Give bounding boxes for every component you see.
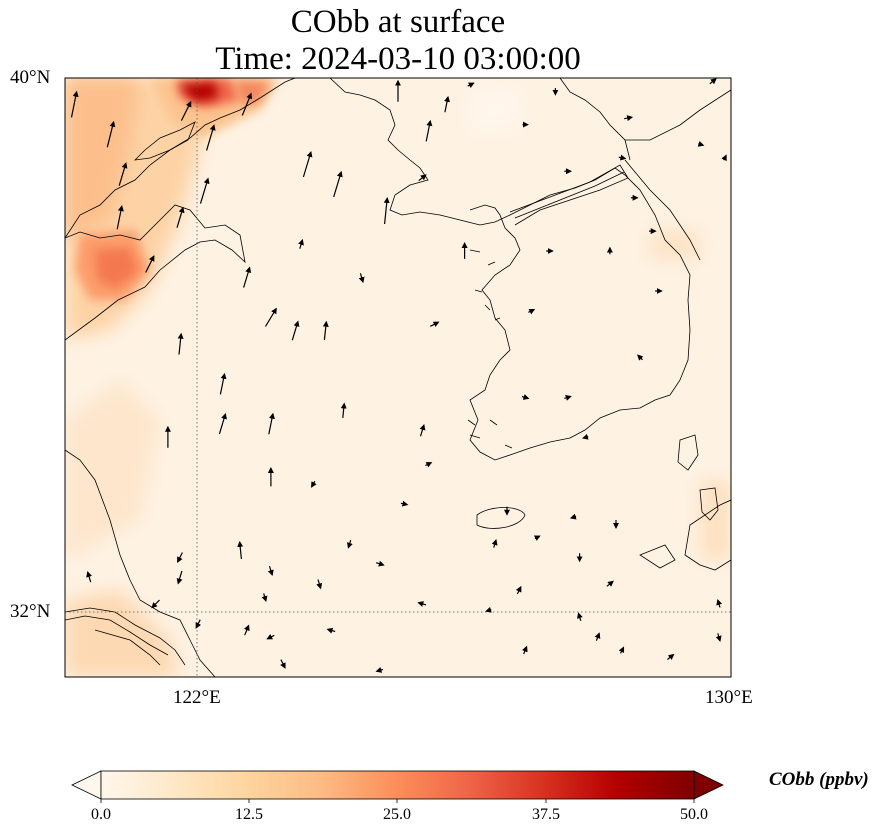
wind-vector-arrow [243,266,252,288]
wind-vector-arrow [176,570,183,585]
wind-vector-arrow [310,480,317,488]
wind-vector-arrow [417,601,427,607]
wind-vector-arrow [241,92,252,116]
map-title-line2: Time: 2024-03-10 03:00:00 [215,41,581,77]
wind-vector-arrow [715,633,722,642]
colorbar-under-extend [71,770,102,800]
lon-tick-122e: 122°E [173,687,221,708]
wind-vector-arrow [721,154,727,162]
wind-vector-arrow [533,535,541,541]
wind-vector-arrow [237,540,244,560]
coastlines [65,78,731,677]
wind-vector-arrow [485,606,492,613]
wind-vector-arrow [177,552,183,563]
wind-vector-arrow [582,433,589,440]
colorbar [71,770,724,803]
colorbar-ticks [100,799,695,803]
wind-vector-arrow [86,571,92,583]
colorbar-gradient [101,771,694,799]
wind-vector-arrow [291,320,300,341]
wind-vector-arrow [716,598,723,608]
wind-vector-arrow [358,273,365,284]
wind-vector-arrow [70,90,79,118]
map-title-line1: CObb at surface [290,4,506,40]
wind-vector-arrow [316,579,323,590]
wind-vector-arrow [624,115,634,122]
wind-vector-arrow [430,321,440,328]
wind-vector-arrow [521,394,530,400]
wind-vector-arrow [569,513,577,520]
wind-vector-arrow [326,627,336,634]
wind-vector-arrow [383,197,390,225]
colorbar-tick-50: 50.0 [680,806,708,823]
wind-vector-arrow [419,423,426,437]
wind-vector-arrow [418,174,427,182]
wind-vector-arrow [594,632,601,641]
wind-vector-arrow [637,354,644,361]
wind-vector-arrow [491,539,498,548]
wind-vector-arrow [467,82,475,89]
wind-vector-arrow [606,580,614,587]
wind-vector-arrow [302,150,313,178]
wind-vector-arrow [268,412,275,435]
wind-vector-arrow [425,462,433,468]
wind-vector-arrow [116,205,124,230]
colorbar-tick-37-5: 37.5 [532,806,560,823]
colorbar-tick-25: 25.0 [383,806,411,823]
lon-tick-130e: 130°E [705,687,753,708]
wind-vector-arrow [667,653,675,660]
wind-vector-arrow [618,154,627,161]
wind-vector-arrow [425,119,433,142]
wind-vector-arrow [218,412,227,435]
wind-vector-arrow [118,162,128,186]
map-frame [64,77,732,678]
wind-vector-arrow [709,78,717,85]
wind-vector-layer [70,78,727,673]
concentration-field [65,78,731,677]
wind-vector-arrow [522,645,528,655]
wind-vector-arrow [322,320,329,341]
wind-vector-arrow [400,500,409,507]
wind-vector-arrow [346,540,353,549]
wind-vector-arrow [267,566,274,577]
wind-vector-arrow [199,177,210,204]
wind-vector-arrow [333,170,343,198]
wind-vector-arrow [444,95,450,113]
wind-vector-arrow [219,372,227,395]
wind-vector-arrow [261,593,268,603]
wind-vector-arrow [145,255,155,273]
gridlines [65,78,731,677]
colorbar-tick-0: 0.0 [91,806,111,823]
lat-tick-32n: 32°N [10,601,51,622]
wind-vector-arrow [697,141,705,147]
wind-vector-arrow [618,646,625,654]
wind-vector-arrow [266,633,275,640]
wind-vector-arrow [195,619,202,629]
wind-vector-arrow [375,560,385,567]
wind-vector-arrow [528,308,536,315]
colorbar-label: CObb (ppbv) [769,769,869,790]
wind-vector-arrow [515,585,522,595]
wind-vector-arrow [106,120,116,148]
wind-vector-arrow [280,659,286,669]
wind-vector-arrow [340,402,347,418]
wind-vector-arrow [577,612,583,621]
wind-vector-arrow [264,307,277,327]
lat-tick-40n: 40°N [10,67,51,88]
wind-vector-arrow [298,238,304,249]
wind-vector-arrow [244,624,250,636]
wind-vector-arrow [564,395,572,401]
colorbar-over-extend [693,770,724,800]
colorbar-tick-12-5: 12.5 [235,806,263,823]
wind-vector-arrow [206,124,216,151]
wind-vector-arrow [375,667,384,673]
wind-vector-arrow [176,206,185,228]
wind-vector-arrow [180,100,192,121]
wind-vector-arrow [177,332,184,355]
wind-vector-arrow [151,599,160,609]
